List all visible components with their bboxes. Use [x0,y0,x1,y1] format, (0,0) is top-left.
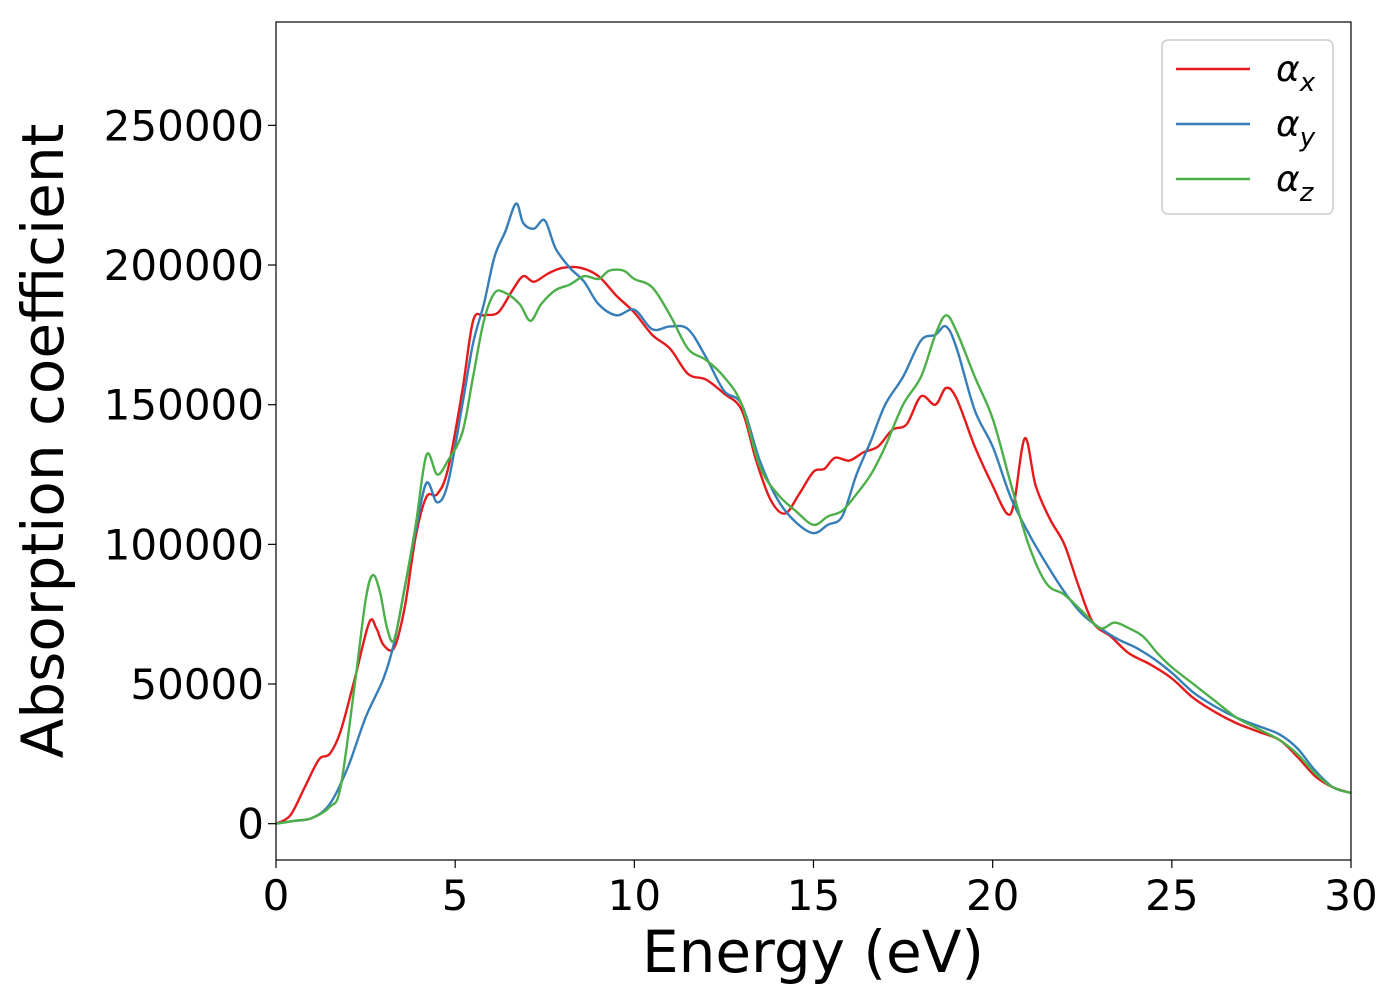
legend-label-alpha-y: αy [1276,104,1316,153]
series-line-alpha-z [275,268,1352,825]
y-tick-label: 150000 [104,381,264,430]
legend-label-symbol: α [1276,49,1300,90]
y-axis-title: Absorption coefficient [9,124,77,759]
x-axis-title: Energy (eV) [642,918,984,986]
legend-label-subscript: x [1299,68,1316,98]
legend-box [1161,39,1334,215]
x-axis: 0 5 10 15 20 25 30 [263,860,1378,920]
y-tick-label: 200000 [104,241,264,290]
x-tick-label: 5 [442,871,469,920]
y-axis: 0 50000 100000 150000 200000 250000 [104,101,276,849]
x-tick-label: 0 [263,871,290,920]
legend-label-alpha-x: αx [1276,49,1316,98]
y-tick-label: 0 [237,800,264,849]
y-tick-label: 250000 [104,101,264,150]
legend-label-symbol: α [1276,104,1300,145]
legend-label-alpha-z: αz [1276,159,1315,208]
legend-label-symbol: α [1276,159,1300,200]
legend-label-subscript: y [1299,123,1316,153]
x-tick-label: 15 [787,871,840,920]
x-tick-label: 25 [1145,871,1198,920]
y-tick-label: 50000 [130,660,264,709]
series-layer [275,202,1352,825]
x-tick-label: 30 [1324,871,1377,920]
x-tick-label: 10 [608,871,661,920]
y-tick-label: 100000 [104,520,264,569]
series-line-alpha-y [275,202,1352,825]
legend-label-subscript: z [1299,178,1315,208]
x-tick-label: 20 [966,871,1019,920]
